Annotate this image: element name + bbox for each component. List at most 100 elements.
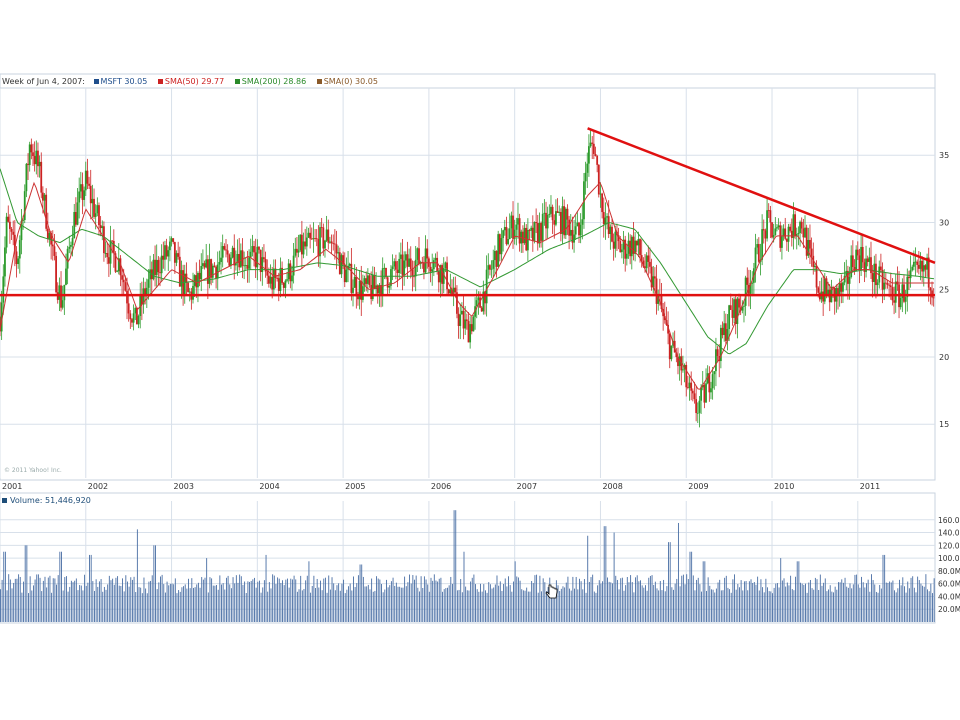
volume-bar bbox=[331, 577, 333, 622]
candle-body bbox=[380, 285, 382, 296]
candle-body bbox=[391, 266, 394, 270]
volume-bar bbox=[250, 580, 252, 622]
volume-bar bbox=[113, 584, 115, 622]
candle-body bbox=[705, 383, 707, 403]
volume-bar bbox=[414, 579, 415, 622]
price-legend: Week of Jun 4, 2007: MSFT 30.05 SMA(50) … bbox=[2, 77, 380, 86]
candle-body bbox=[342, 255, 345, 265]
volume-bar bbox=[247, 581, 249, 622]
volume-bar bbox=[171, 583, 173, 622]
volume-bar bbox=[85, 585, 87, 622]
candle-body bbox=[134, 307, 137, 314]
volume-bar bbox=[318, 587, 320, 622]
volume-bar bbox=[806, 592, 808, 622]
volume-bar bbox=[301, 590, 303, 622]
candle-body bbox=[142, 288, 145, 305]
candle-body bbox=[18, 240, 21, 259]
volume-bar bbox=[343, 579, 345, 622]
candle-body bbox=[395, 261, 397, 270]
volume-bar bbox=[569, 588, 571, 622]
volume-bar bbox=[202, 579, 204, 622]
volume-bar bbox=[730, 592, 732, 622]
candle-body bbox=[383, 267, 386, 269]
candle-body bbox=[452, 287, 455, 295]
candle-body bbox=[221, 246, 224, 258]
volume-bar bbox=[544, 582, 546, 622]
volume-bar bbox=[295, 579, 297, 622]
candle-body bbox=[451, 289, 453, 295]
candle-body bbox=[696, 412, 699, 414]
candle-body bbox=[855, 249, 858, 271]
volume-bar bbox=[57, 575, 59, 622]
candle-body bbox=[908, 276, 910, 279]
volume-bar bbox=[74, 580, 76, 622]
volume-bar bbox=[189, 588, 191, 622]
candle-body bbox=[482, 291, 485, 312]
candle-body bbox=[606, 216, 608, 218]
volume-bar bbox=[353, 576, 354, 622]
candle-body bbox=[126, 290, 128, 304]
volume-bar bbox=[875, 591, 877, 622]
candle-body bbox=[390, 269, 392, 286]
candle-body bbox=[695, 399, 698, 413]
volume-bar bbox=[191, 578, 193, 622]
candle-body bbox=[837, 288, 839, 295]
candle-body bbox=[713, 371, 716, 375]
candle-body bbox=[751, 282, 754, 284]
candle-body bbox=[403, 260, 406, 276]
volume-bar bbox=[811, 588, 813, 622]
volume-bar bbox=[930, 583, 932, 622]
candle-body bbox=[777, 225, 780, 228]
candle-body bbox=[668, 333, 671, 360]
volume-bar bbox=[448, 585, 450, 622]
candle-body bbox=[332, 243, 335, 245]
volume-bar bbox=[757, 576, 759, 622]
candle-body bbox=[728, 305, 731, 330]
volume-bar bbox=[592, 574, 594, 622]
volume-bar bbox=[427, 584, 429, 622]
candle-body bbox=[215, 266, 217, 279]
candle-body bbox=[371, 275, 374, 300]
candle-body bbox=[630, 236, 633, 257]
candle-body bbox=[865, 258, 867, 272]
candle-body bbox=[611, 226, 613, 242]
candle-body bbox=[370, 284, 373, 300]
resistance-trendline bbox=[587, 127, 936, 264]
volume-bar bbox=[285, 579, 287, 622]
candle-body bbox=[843, 275, 846, 283]
volume-bar bbox=[722, 590, 724, 622]
volume-bar bbox=[796, 561, 798, 622]
candle-body bbox=[360, 280, 363, 300]
candle-body bbox=[675, 352, 678, 358]
candle-body bbox=[785, 238, 788, 242]
volume-bar bbox=[315, 588, 316, 622]
candle-body bbox=[660, 295, 663, 310]
candle-body bbox=[800, 221, 803, 229]
volume-bar bbox=[395, 582, 397, 622]
candle-body bbox=[528, 229, 531, 231]
candle-body bbox=[188, 291, 191, 293]
candle-body bbox=[366, 275, 369, 284]
candle-body bbox=[296, 248, 298, 253]
volume-bar bbox=[861, 576, 863, 622]
volume-bar bbox=[115, 577, 117, 622]
candle-body bbox=[0, 316, 1, 332]
volume-bar bbox=[84, 574, 86, 622]
volume-bar bbox=[438, 578, 440, 622]
volume-bar bbox=[732, 579, 734, 622]
candle-body bbox=[55, 255, 57, 293]
volume-bar bbox=[188, 578, 189, 622]
volume-bar bbox=[362, 576, 364, 622]
candle-body bbox=[338, 252, 341, 275]
candle-body bbox=[104, 253, 107, 254]
volume-bar bbox=[519, 580, 521, 622]
candle-body bbox=[208, 259, 211, 284]
volume-bar bbox=[67, 591, 69, 622]
candle-body bbox=[853, 267, 856, 271]
volume-bar bbox=[305, 580, 307, 622]
volume-bar bbox=[498, 585, 500, 622]
volume-bar bbox=[762, 587, 764, 622]
volume-bar bbox=[75, 578, 77, 622]
year-tick-label: 2009 bbox=[688, 482, 708, 491]
candle-body bbox=[2, 276, 5, 303]
